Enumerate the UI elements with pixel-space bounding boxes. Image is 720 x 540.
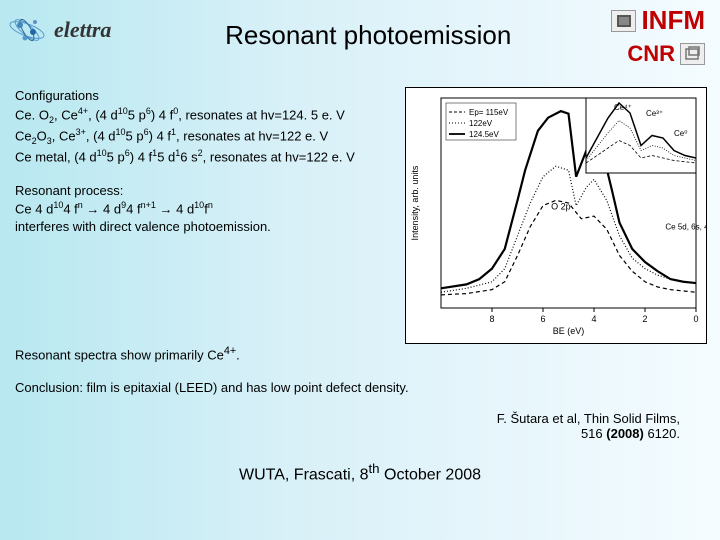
infm-icon: [611, 10, 636, 32]
cnr-label: CNR: [627, 41, 675, 67]
svg-text:Ce⁴⁺: Ce⁴⁺: [614, 103, 632, 112]
spectra-result: Resonant spectra show primarily Ce4+.: [15, 344, 705, 365]
svg-text:Ce⁰: Ce⁰: [674, 129, 687, 138]
content-row: Configurations Ce. O2, Ce4+, (4 d105 p6)…: [0, 67, 720, 344]
elettra-text: elettra: [54, 17, 111, 43]
cnr-icon: [680, 43, 705, 65]
svg-text:122eV: 122eV: [469, 119, 493, 128]
svg-text:8: 8: [489, 314, 494, 324]
right-logos: INFM CNR: [611, 5, 705, 67]
svg-text:Ce³⁺: Ce³⁺: [646, 109, 663, 118]
citation: F. Šutara et al, Thin Solid Films, 516 (…: [0, 411, 720, 441]
svg-text:BE (eV): BE (eV): [553, 326, 585, 336]
svg-text:6: 6: [540, 314, 545, 324]
footer: WUTA, Frascati, 8th October 2008: [0, 461, 720, 484]
svg-text:Ce 5d, 6s, 4f: Ce 5d, 6s, 4f: [665, 222, 706, 231]
infm-block: INFM: [611, 5, 705, 36]
page-title: Resonant photoemission: [225, 20, 511, 51]
svg-text:Intensity, arb. units: Intensity, arb. units: [410, 165, 420, 240]
infm-label: INFM: [641, 5, 705, 36]
svg-text:O 2p: O 2p: [551, 202, 571, 212]
svg-text:Ep= 115eV: Ep= 115eV: [469, 108, 509, 117]
text-column: Configurations Ce. O2, Ce4+, (4 d105 p6)…: [15, 87, 395, 344]
configurations-block: Configurations Ce. O2, Ce4+, (4 d105 p6)…: [15, 87, 395, 166]
process-block: Resonant process: Ce 4 d104 fn → 4 d94 f…: [15, 182, 395, 236]
lower-text: Resonant spectra show primarily Ce4+. Co…: [0, 344, 720, 397]
svg-text:2: 2: [642, 314, 647, 324]
svg-text:124.5eV: 124.5eV: [469, 130, 499, 139]
cnr-block: CNR: [627, 41, 705, 67]
chart-svg: 8 6 4 2 0 BE (eV) Intensity, arb. units O 2p Ce …: [406, 88, 706, 338]
chart-column: 8 6 4 2 0 BE (eV) Intensity, arb. units O 2p Ce …: [405, 87, 707, 344]
configs-heading: Configurations: [15, 88, 99, 103]
spectrum-chart: 8 6 4 2 0 BE (eV) Intensity, arb. units O 2p Ce …: [405, 87, 707, 344]
process-heading: Resonant process:: [15, 183, 123, 198]
header: elettra Resonant photoemission INFM CNR: [0, 0, 720, 67]
svg-text:4: 4: [591, 314, 596, 324]
svg-text:0: 0: [693, 314, 698, 324]
elettra-logo: elettra: [5, 5, 125, 55]
swirl-icon: [5, 10, 50, 50]
conclusion: Conclusion: film is epitaxial (LEED) and…: [15, 379, 705, 397]
